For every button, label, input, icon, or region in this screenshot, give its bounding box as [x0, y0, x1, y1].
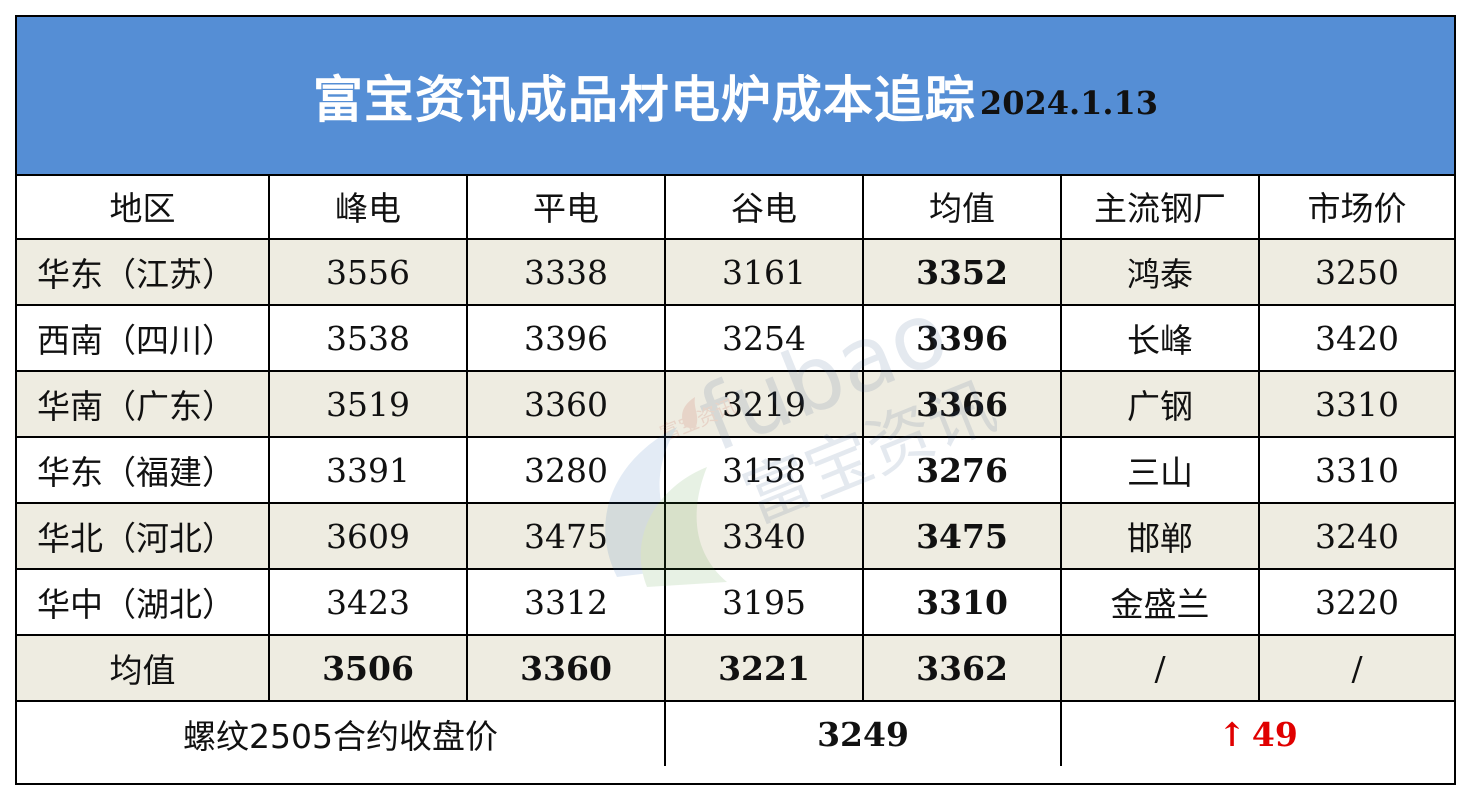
- futures-change: ↑ 49: [1060, 700, 1454, 766]
- cell-peak: 3391: [268, 436, 468, 504]
- cell-average: 3352: [862, 238, 1062, 306]
- average-flat: 3360: [466, 634, 666, 702]
- cell-region: 华北（河北）: [17, 502, 270, 570]
- cell-region: 西南（四川）: [17, 304, 270, 372]
- average-valley: 3221: [664, 634, 864, 702]
- cell-region: 华中（湖北）: [17, 568, 270, 636]
- cell-valley: 3340: [664, 502, 864, 570]
- col-header-region: 地区: [17, 174, 270, 240]
- cell-market: 3310: [1258, 436, 1454, 504]
- cell-valley: 3219: [664, 370, 864, 438]
- table-row: 华南（广东） 3519 3360 3219 3366 广钢 3310: [17, 370, 1454, 438]
- average-market: /: [1258, 634, 1454, 702]
- cell-flat: 3360: [466, 370, 666, 438]
- cell-average: 3366: [862, 370, 1062, 438]
- cell-region: 华南（广东）: [17, 370, 270, 438]
- header-row: 地区 峰电 平电 谷电 均值 主流钢厂 市场价: [17, 174, 1454, 240]
- futures-row: 螺纹2505合约收盘价 3249 ↑ 49: [17, 700, 1454, 766]
- col-header-average: 均值: [862, 174, 1062, 240]
- cell-average: 3475: [862, 502, 1062, 570]
- cell-flat: 3312: [466, 568, 666, 636]
- up-arrow-icon: ↑: [1218, 714, 1246, 754]
- cell-mill: 广钢: [1060, 370, 1260, 438]
- cell-flat: 3396: [466, 304, 666, 372]
- report-date: 2024.1.13: [979, 83, 1159, 122]
- cell-valley: 3161: [664, 238, 864, 306]
- average-row: 均值 3506 3360 3221 3362 / /: [17, 634, 1454, 702]
- cell-mill: 金盛兰: [1060, 568, 1260, 636]
- average-peak: 3506: [268, 634, 468, 702]
- average-overall: 3362: [862, 634, 1062, 702]
- table-row: 华北（河北） 3609 3475 3340 3475 邯郸 3240: [17, 502, 1454, 570]
- table-row: 华中（湖北） 3423 3312 3195 3310 金盛兰 3220: [17, 568, 1454, 636]
- cell-mill: 邯郸: [1060, 502, 1260, 570]
- cell-mill: 长峰: [1060, 304, 1260, 372]
- futures-price: 3249: [664, 700, 1062, 766]
- col-header-valley: 谷电: [664, 174, 864, 240]
- col-header-market: 市场价: [1258, 174, 1454, 240]
- cell-peak: 3423: [268, 568, 468, 636]
- cell-market: 3250: [1258, 238, 1454, 306]
- report-title: 富宝资讯成品材电炉成本追踪: [312, 70, 976, 129]
- cell-market: 3220: [1258, 568, 1454, 636]
- cell-peak: 3609: [268, 502, 468, 570]
- average-mill: /: [1060, 634, 1260, 702]
- cell-mill: 三山: [1060, 436, 1260, 504]
- cell-average: 3276: [862, 436, 1062, 504]
- cell-region: 华东（福建）: [17, 436, 270, 504]
- cell-flat: 3475: [466, 502, 666, 570]
- col-header-peak: 峰电: [268, 174, 468, 240]
- cell-peak: 3538: [268, 304, 468, 372]
- report-frame: 富宝资讯成品材电炉成本追踪 2024.1.13 地区 峰电 平电 谷电 均值 主…: [15, 15, 1456, 785]
- cell-market: 3420: [1258, 304, 1454, 372]
- cell-mill: 鸿泰: [1060, 238, 1260, 306]
- futures-change-value: 49: [1251, 714, 1298, 754]
- title-banner: 富宝资讯成品材电炉成本追踪 2024.1.13: [17, 17, 1454, 176]
- cell-flat: 3280: [466, 436, 666, 504]
- col-header-mill: 主流钢厂: [1060, 174, 1260, 240]
- cell-region: 华东（江苏）: [17, 238, 270, 306]
- average-label: 均值: [17, 634, 270, 702]
- cell-valley: 3254: [664, 304, 864, 372]
- cell-average: 3310: [862, 568, 1062, 636]
- cell-flat: 3338: [466, 238, 666, 306]
- cell-market: 3310: [1258, 370, 1454, 438]
- cell-peak: 3519: [268, 370, 468, 438]
- cell-market: 3240: [1258, 502, 1454, 570]
- futures-label: 螺纹2505合约收盘价: [17, 700, 666, 766]
- cell-valley: 3195: [664, 568, 864, 636]
- cell-average: 3396: [862, 304, 1062, 372]
- table-row: 华东（福建） 3391 3280 3158 3276 三山 3310: [17, 436, 1454, 504]
- cell-valley: 3158: [664, 436, 864, 504]
- col-header-flat: 平电: [466, 174, 666, 240]
- cell-peak: 3556: [268, 238, 468, 306]
- table-row: 华东（江苏） 3556 3338 3161 3352 鸿泰 3250: [17, 238, 1454, 306]
- table-row: 西南（四川） 3538 3396 3254 3396 长峰 3420: [17, 304, 1454, 372]
- cost-table: 地区 峰电 平电 谷电 均值 主流钢厂 市场价 华东（江苏） 3556 3338…: [17, 174, 1454, 766]
